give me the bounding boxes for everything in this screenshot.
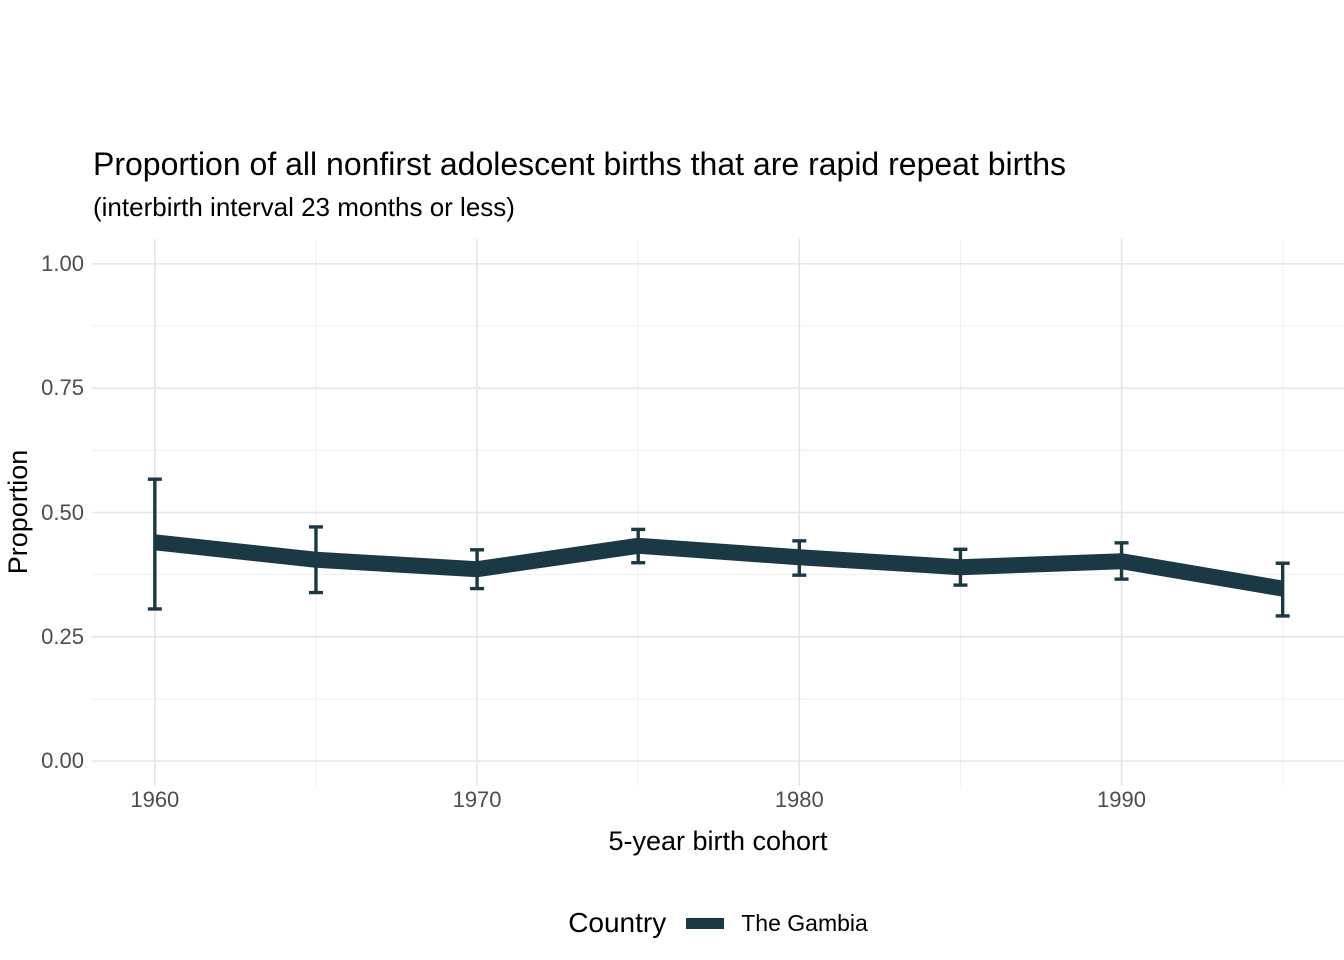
y-tick-label: 1.00 <box>41 250 84 276</box>
legend: Country The Gambia <box>92 903 1344 943</box>
y-tick-label: 0.25 <box>41 623 84 649</box>
x-tick-label: 1970 <box>452 787 502 812</box>
x-axis-title: 5-year birth cohort <box>608 826 828 856</box>
y-tick-label: 0.50 <box>41 499 84 525</box>
legend-line-swatch <box>686 917 725 929</box>
chart-subtitle: (interbirth interval 23 months or less) <box>93 192 515 222</box>
legend-title: Country <box>568 907 667 938</box>
trend-line-the-gambia <box>153 534 1285 597</box>
x-tick-label: 1960 <box>130 787 180 812</box>
y-tick-label: 0.00 <box>41 748 84 774</box>
y-axis-title: Proportion <box>3 449 33 575</box>
legend-item-label: The Gambia <box>741 909 868 936</box>
x-tick-label: 1990 <box>1097 787 1146 812</box>
x-tick-label: 1980 <box>774 787 824 812</box>
y-tick-label: 0.75 <box>41 375 84 401</box>
chart-title: Proportion of all nonfirst adolescent bi… <box>93 146 1066 182</box>
